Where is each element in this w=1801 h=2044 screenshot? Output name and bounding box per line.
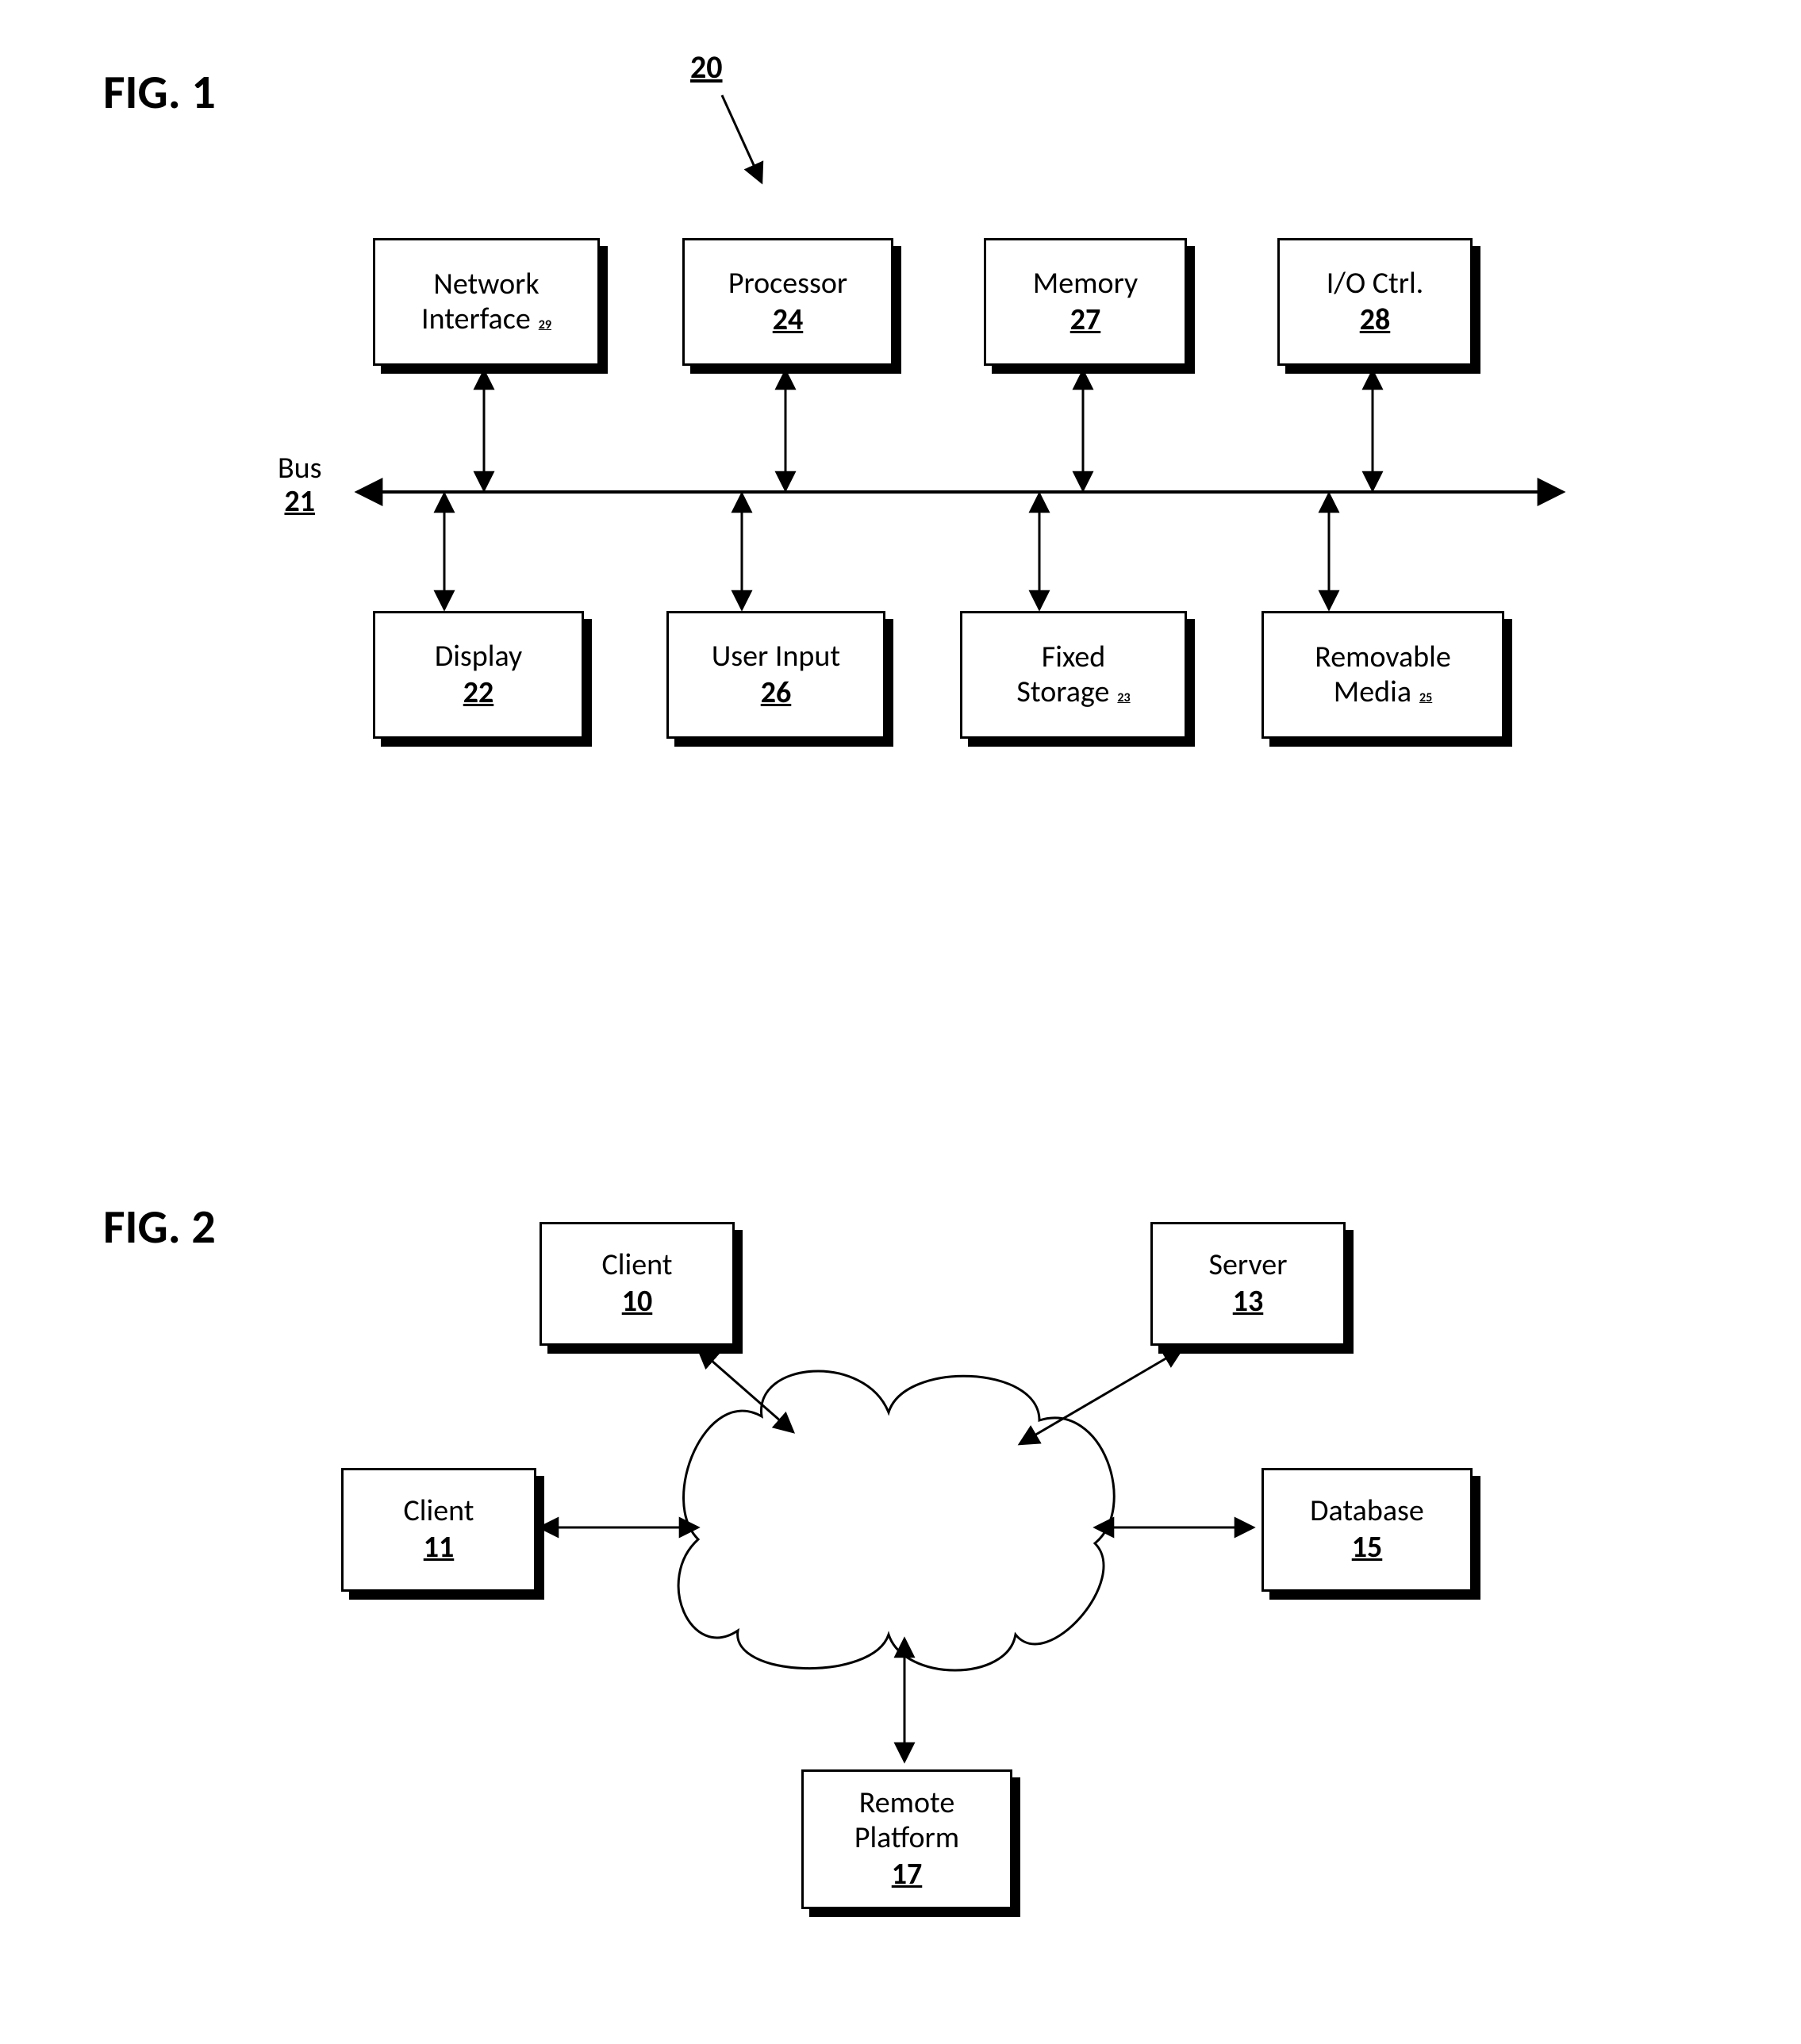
fig1-bus-ref: 21 [278, 486, 322, 519]
fig1-user-input-ref: 26 [761, 676, 792, 711]
fig2-remote-platform-ref: 17 [892, 1858, 923, 1892]
fig2-cloud-ref: 7 [817, 1524, 976, 1565]
fig1-removable-media: RemovableMedia25 [1261, 611, 1504, 739]
fig1-io-ctrl: I/O Ctrl.28 [1277, 238, 1473, 366]
fig2-client-11-ref: 11 [424, 1531, 455, 1566]
fig1-fixed-storage: FixedStorage23 [960, 611, 1187, 739]
fig2-server-13: Server13 [1150, 1222, 1346, 1346]
fig1-title: FIG. 1 [103, 63, 216, 121]
fig1-user-input: User Input26 [666, 611, 885, 739]
fig1-removable-media-ref: 25 [1419, 690, 1432, 705]
fig2-cloud-text: Network 7 [817, 1484, 976, 1565]
fig2-remote-platform: RemotePlatform17 [801, 1769, 1012, 1909]
fig2-database-15: Database15 [1261, 1468, 1473, 1592]
fig1-fixed-storage-ref: 23 [1117, 690, 1130, 705]
fig1-system-ref: 20 [690, 48, 723, 86]
fig1-network-interface-ref: 29 [539, 317, 551, 332]
fig2-database-15-ref: 15 [1352, 1531, 1383, 1566]
fig1-bus-label: Bus [278, 450, 322, 486]
fig1-bus-label-block: Bus 21 [278, 452, 322, 519]
fig2-client-10: Client10 [540, 1222, 735, 1346]
fig1-processor-ref: 24 [773, 303, 804, 338]
fig1-memory: Memory27 [984, 238, 1187, 366]
fig1-network-interface: NetworkInterface29 [373, 238, 600, 366]
fig1-processor: Processor24 [682, 238, 893, 366]
fig2-title: FIG. 2 [103, 1198, 216, 1256]
fig1-io-ctrl-ref: 28 [1360, 303, 1391, 338]
fig2-client-10-ref: 10 [622, 1285, 653, 1320]
line-overlay [0, 0, 1801, 2044]
fig1-display-ref: 22 [463, 676, 494, 711]
page: FIG. 1 20 Bus 21 FIG. 2 Network 7 Networ… [0, 0, 1801, 2044]
fig2-cloud-label: Network [817, 1484, 976, 1524]
fig2-server-13-ref: 13 [1233, 1285, 1264, 1320]
fig1-display: Display22 [373, 611, 584, 739]
fig2-client-11: Client11 [341, 1468, 536, 1592]
fig1-memory-ref: 27 [1070, 303, 1101, 338]
